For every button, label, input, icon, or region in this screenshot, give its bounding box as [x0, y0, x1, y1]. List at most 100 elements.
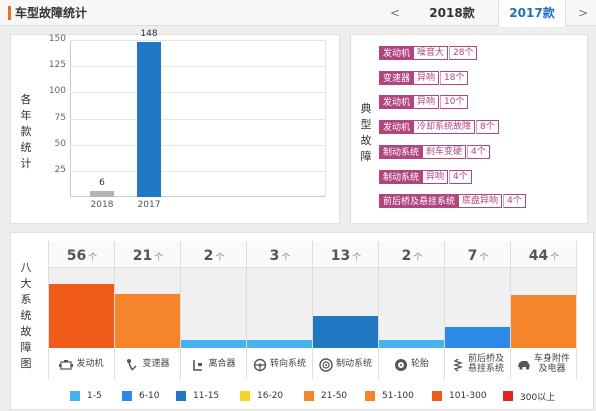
system-item[interactable]: 变速器 [115, 349, 181, 379]
system-count-unit: 个 [479, 253, 489, 263]
column-divider [48, 241, 49, 379]
faults-label-char: 故 [360, 134, 372, 147]
system-count: 56 个 [49, 241, 115, 268]
legend-swatch [304, 391, 314, 401]
year-stats-panel [10, 34, 340, 224]
gridline [70, 92, 326, 94]
system-item[interactable]: 发动机 [49, 349, 115, 379]
axis-label-char: 统 [20, 141, 32, 154]
system-count-value: 3 [269, 248, 280, 264]
system-count-unit: 个 [88, 253, 98, 263]
brake-disc-icon [319, 357, 333, 372]
system-item[interactable]: 前后桥及 悬挂系统 [445, 349, 511, 379]
prev-year-button[interactable]: < [389, 6, 401, 20]
legend-swatch [503, 391, 513, 401]
system-count-unit: 个 [550, 253, 560, 263]
fault-item[interactable]: 制动系统 刹车变硬 4个 [379, 144, 490, 159]
page-header: 车型故障统计 < 2018款 2017款 > [0, 0, 596, 27]
system-count-unit: 个 [352, 253, 362, 263]
system-item[interactable]: 轮胎 [379, 349, 445, 379]
system-count-value: 56 [66, 248, 87, 264]
system-item[interactable]: 离合器 [181, 349, 247, 379]
system-count-value: 21 [132, 248, 153, 264]
systems-label-char: 大 [20, 277, 32, 290]
legend-label: 300以上 [520, 392, 556, 403]
legend-item: 16-20 [240, 389, 283, 403]
fault-description: 异响 [414, 95, 440, 110]
fault-description: 异响 [414, 70, 440, 85]
system-count-value: 2 [203, 248, 214, 264]
system-bar-fill [379, 340, 444, 348]
systems-label-char: 图 [20, 357, 32, 370]
legend-swatch [70, 391, 80, 401]
systems-label-char: 统 [20, 309, 32, 322]
tab-year-2017[interactable]: 2017款 [498, 0, 566, 27]
legend-item: 21-50 [304, 389, 347, 403]
system-name: 制动系统 [335, 359, 372, 369]
fault-item[interactable]: 制动系统 异响 4个 [379, 169, 472, 184]
fault-item[interactable]: 发动机 冷却系统故障 8个 [379, 120, 499, 135]
system-bar-track [445, 268, 511, 348]
x-tick-label: 2018 [90, 200, 114, 210]
fault-count: 4个 [449, 169, 472, 184]
fault-item[interactable]: 发动机 噪音大 28个 [379, 46, 478, 60]
faults-label-char: 典 [360, 102, 372, 115]
y-tick-label: 75 [54, 112, 66, 123]
legend-item: 101-300 [432, 389, 487, 403]
tab-year-2018[interactable]: 2018款 [429, 6, 475, 20]
fault-count: 10个 [440, 95, 469, 110]
system-name: 转向系统 [269, 359, 306, 369]
legend-swatch [240, 391, 250, 401]
system-name-line: 及电器 [538, 364, 566, 374]
fault-count: 8个 [476, 120, 499, 135]
system-name: 离合器 [208, 359, 236, 369]
bar-value-label: 6 [99, 177, 105, 188]
y-tick-label: 100 [48, 86, 66, 97]
gridline [70, 40, 326, 41]
system-name: 前后桥及 悬挂系统 [468, 354, 504, 374]
fault-item[interactable]: 发动机 异响 10个 [379, 95, 469, 110]
faults-label-char: 型 [360, 118, 372, 131]
legend-label: 11-15 [193, 391, 220, 401]
page-title: 车型故障统计 [15, 6, 88, 20]
bar-2018 [90, 190, 114, 197]
fault-count: 18个 [440, 70, 469, 85]
system-item[interactable]: 转向系统 [247, 349, 313, 379]
y-tick-label: 125 [48, 60, 66, 71]
system-bar-track [379, 268, 445, 348]
column-divider [510, 241, 511, 379]
y-tick-label: 50 [54, 138, 66, 149]
system-count-value: 2 [401, 248, 412, 264]
fault-item[interactable]: 变速器 异响 18个 [379, 70, 469, 85]
system-bar-track [115, 268, 181, 348]
legend-item: 1-5 [70, 389, 102, 403]
gridline [70, 118, 326, 120]
y-tick-label: 150 [48, 34, 66, 44]
title-accent-bar [8, 6, 11, 20]
fault-system-tag: 发动机 [379, 46, 415, 60]
legend-item: 11-15 [176, 389, 219, 403]
next-year-button[interactable]: > [577, 6, 589, 20]
system-item[interactable]: 车身附件 及电器 [511, 349, 577, 379]
legend-label: 21-50 [321, 391, 348, 401]
system-bar-fill [313, 316, 378, 348]
fault-item[interactable]: 前后桥及悬挂系统 底盘异响 4个 [379, 194, 526, 209]
system-item[interactable]: 制动系统 [313, 349, 379, 379]
column-divider [114, 241, 115, 379]
system-count-unit: 个 [413, 253, 423, 263]
fault-system-tag: 前后桥及悬挂系统 [379, 194, 460, 209]
fault-system-tag: 发动机 [379, 95, 415, 110]
legend-swatch [122, 391, 132, 401]
column-divider [312, 241, 313, 379]
x-tick-label: 2017 [137, 200, 161, 210]
system-bar-fill [511, 295, 576, 348]
fault-system-tag: 制动系统 [379, 144, 424, 159]
column-divider [576, 241, 577, 379]
system-name-line: 悬挂系统 [467, 364, 504, 374]
fault-description: 异响 [423, 169, 449, 184]
system-count: 21 个 [115, 241, 181, 268]
